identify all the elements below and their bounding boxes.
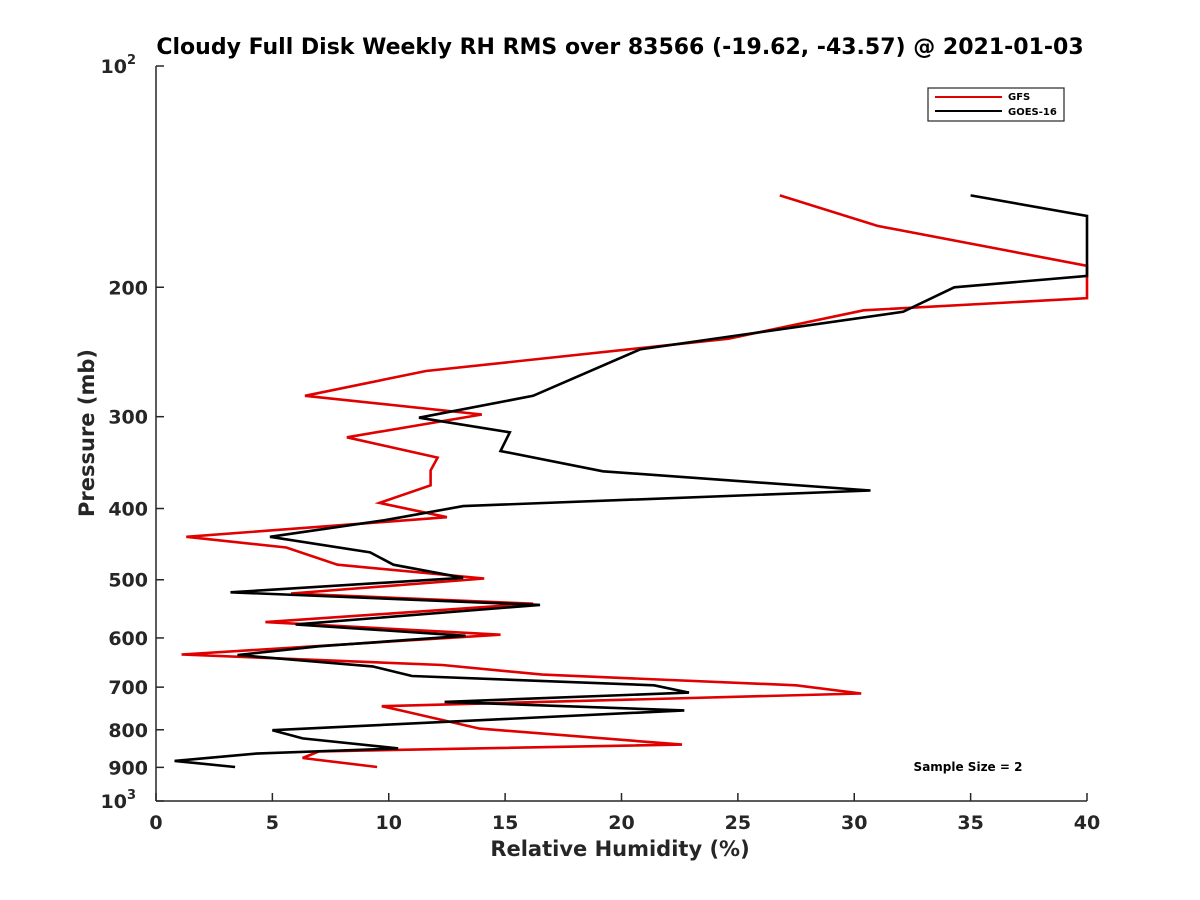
y-tick-label: 200 [108,277,148,299]
x-tick-label: 5 [266,812,279,834]
y-tick-exponent: 3 [127,788,136,803]
sample-size-annotation: Sample Size = 2 [914,760,1023,774]
y-tick-label: 900 [108,757,148,779]
y-tick-label: 500 [108,570,148,592]
y-tick-label: 800 [108,720,148,742]
legend-label-gfs: GFS [1008,92,1030,103]
x-tick-label: 0 [149,812,162,834]
y-tick-label: 103 [101,788,137,813]
y-tick-exponent: 2 [127,53,136,68]
x-axis-ticks: 0 5 10 15 20 25 30 35 40 [149,793,1100,834]
y-tick-label: 102 [101,53,137,78]
y-tick-base: 10 [101,791,127,813]
y-tick-label: 700 [108,677,148,699]
chart-title: Cloudy Full Disk Weekly RH RMS over 8356… [156,35,1083,60]
x-tick-label: 40 [1074,812,1100,834]
x-tick-label: 25 [725,812,751,834]
series-lines [174,194,1089,769]
series-line-gfs [181,194,1089,769]
x-tick-label: 35 [957,812,983,834]
y-tick-base: 10 [101,56,127,78]
legend: GFS GOES-16 [927,87,1065,122]
legend-label-goes-16: GOES-16 [1008,107,1057,118]
series-line-goes-16 [174,194,1089,769]
legend-box [927,87,1065,122]
x-tick-label: 30 [841,812,867,834]
y-tick-label: 400 [108,499,148,521]
x-tick-label: 15 [492,812,518,834]
y-tick-label: 600 [108,628,148,650]
x-tick-label: 20 [608,812,634,834]
y-tick-label: 300 [108,407,148,429]
y-axis-label: Pressure (mb) [75,349,99,517]
x-axis-label: Relative Humidity (%) [490,837,749,861]
x-tick-label: 10 [376,812,402,834]
plot-axes [155,66,1087,802]
